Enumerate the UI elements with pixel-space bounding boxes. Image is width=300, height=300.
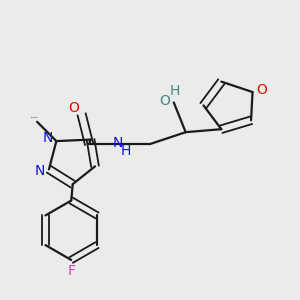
- Text: H: H: [170, 84, 181, 98]
- Text: N: N: [34, 164, 45, 178]
- Text: N: N: [42, 131, 52, 145]
- Text: O: O: [256, 83, 267, 97]
- Text: methyl: methyl: [31, 117, 36, 118]
- Text: methyl: methyl: [34, 117, 39, 118]
- Text: F: F: [67, 264, 75, 278]
- Text: H: H: [121, 145, 131, 158]
- Text: O: O: [159, 94, 170, 108]
- Text: O: O: [68, 101, 79, 116]
- Text: N: N: [113, 136, 123, 150]
